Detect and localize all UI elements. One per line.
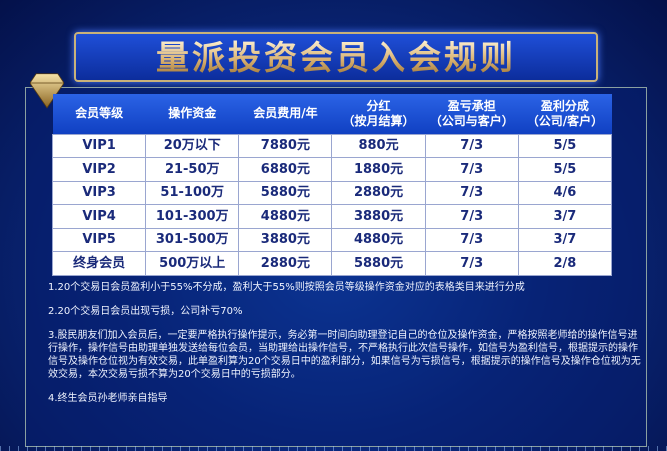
column-header-text: 会员等级 [75,106,124,121]
table-cell: 5/5 [517,157,613,182]
table-cell: 2/8 [517,251,613,276]
column-header-text: 盈利分成 [540,98,589,113]
column-header-text: （公司/客户） [526,113,604,128]
table-cell: 3880元 [238,227,333,252]
table-row: VIP2 21-50万 6880元 1880元 7/3 5/5 [51,157,613,182]
table-cell: 7/3 [424,251,519,276]
table-cell: 4880元 [238,204,333,229]
table-cell: 500万以上 [145,251,240,276]
column-header: 会员费用/年 [238,94,332,134]
column-header-text: （公司与客户） [429,113,514,128]
title-banner: 量派投资会员入会规则 [74,32,598,82]
table-cell: 终身会员 [51,251,147,276]
table-cell: 3/7 [517,204,613,229]
note-4: 4.终生会员孙老师亲自指导 [48,393,168,404]
table-cell: 7/3 [424,157,519,182]
column-header-text: 分红 [366,98,391,113]
table-cell: 3/7 [517,227,613,252]
table-row: VIP1 20万以下 7880元 880元 7/3 5/5 [51,133,613,158]
table-cell: 7880元 [238,133,333,158]
rules-notes: 1.20个交易日会员盈利小于55%不分成，盈利大于55%则按照会员等级操作资金对… [48,281,643,416]
note-1: 1.20个交易日会员盈利小于55%不分成，盈利大于55%则按照会员等级操作资金对… [48,282,525,293]
table-cell: 880元 [331,133,426,158]
table-cell: VIP2 [51,157,147,182]
table-cell: 21-50万 [145,157,240,182]
table-cell: 7/3 [424,204,519,229]
column-header: 盈利分成 （公司/客户） [518,94,612,134]
table-cell: 2880元 [238,251,333,276]
column-header-text: 操作资金 [168,106,217,121]
table-cell: 5/5 [517,133,613,158]
column-header: 分红 （按月结算） [331,94,426,134]
table-cell: VIP1 [51,133,147,158]
column-header-text: （按月结算） [342,113,415,128]
table-row: VIP3 51-100万 5880元 2880元 7/3 4/6 [51,180,613,205]
table-header: 会员等级 操作资金 会员费用/年 分红 （按月结算） 盈亏承担 （公司与客户） 盈利分成 （公司… [52,94,612,134]
table-cell: VIP5 [51,227,147,252]
table-cell: 7/3 [424,133,519,158]
column-header-text: 盈亏承担 [447,98,496,113]
table-cell: 4/6 [517,180,613,205]
table-cell: VIP3 [51,180,147,205]
table-row: VIP5 301-500万 3880元 4880元 7/3 3/7 [51,227,613,252]
table-cell: 6880元 [238,157,333,182]
column-header: 盈亏承担 （公司与客户） [425,94,519,134]
table-cell: 301-500万 [145,227,240,252]
table-cell: 1880元 [331,157,426,182]
table-cell: 7/3 [424,227,519,252]
table-cell: VIP4 [51,204,147,229]
table-row: VIP4 101-300万 4880元 3880元 7/3 3/7 [51,204,613,229]
table-cell: 7/3 [424,180,519,205]
page-title: 量派投资会员入会规则 [76,39,596,77]
column-header: 操作资金 [145,94,239,134]
note-3: 3.股民朋友们加入会员后，一定要严格执行操作提示，务必第一时间向助理登记自己的仓… [48,330,641,380]
table-cell: 5880元 [238,180,333,205]
column-header: 会员等级 [52,94,146,134]
table-cell: 20万以下 [145,133,240,158]
table-row: 终身会员 500万以上 2880元 5880元 7/3 2/8 [51,251,613,276]
table-cell: 3880元 [331,204,426,229]
table-cell: 2880元 [331,180,426,205]
column-header-text: 会员费用/年 [253,106,318,121]
note-2: 2.20个交易日会员出现亏损，公司补亏70% [48,306,243,317]
table-cell: 51-100万 [145,180,240,205]
membership-table: 会员等级 操作资金 会员费用/年 分红 （按月结算） 盈亏承担 （公司与客户） 盈利分成 （公司… [51,94,613,276]
decorative-dots [0,446,667,451]
table-cell: 101-300万 [145,204,240,229]
table-cell: 5880元 [331,251,426,276]
table-cell: 4880元 [331,227,426,252]
